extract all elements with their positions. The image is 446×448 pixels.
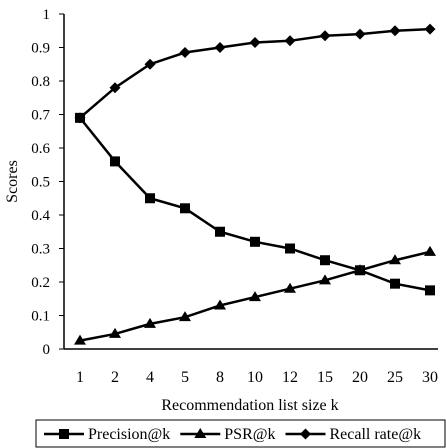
series-recall-rate-k	[74, 23, 436, 124]
diamond-marker	[389, 25, 401, 37]
y-tick-label: 1	[43, 7, 51, 23]
y-tick-label: 0.8	[31, 74, 50, 90]
y-tick-label: 0.4	[31, 208, 50, 224]
diamond-marker	[249, 36, 261, 48]
square-marker	[215, 226, 225, 237]
square-marker	[390, 278, 400, 289]
triangle-marker	[249, 291, 261, 302]
legend-item: PSR@k	[180, 426, 275, 443]
x-axis-title: Recommendation list size k	[161, 397, 338, 414]
diamond-marker	[284, 35, 296, 47]
triangle-marker	[354, 264, 366, 275]
legend-item: Recall rate@k	[285, 426, 421, 443]
y-tick-label: 0.7	[31, 108, 50, 124]
y-tick-label: 0	[43, 342, 51, 358]
y-tick-label: 0.6	[31, 141, 50, 157]
diamond-marker	[319, 30, 331, 42]
x-tick-label: 8	[216, 369, 224, 386]
legend-box	[35, 419, 446, 448]
y-tick-label: 0.9	[31, 41, 50, 57]
x-axis-ticks: 1 2 4 5 8 10 12 15 20 25 30	[76, 369, 438, 386]
x-tick-label: 20	[352, 369, 368, 386]
triangle-marker	[74, 334, 86, 345]
square-marker	[59, 429, 69, 439]
triangle-marker	[214, 299, 226, 310]
triangle-marker	[179, 311, 191, 322]
square-marker	[250, 236, 260, 247]
legend-label: Recall rate@k	[329, 426, 421, 443]
series-layer	[74, 23, 436, 345]
x-tick-label: 10	[247, 369, 263, 386]
square-marker	[285, 243, 295, 254]
series-psr-k	[74, 245, 436, 345]
triangle-marker	[144, 317, 156, 328]
diamond-marker	[179, 47, 191, 59]
legend-item: Precision@k	[44, 426, 170, 443]
diamond-marker	[74, 112, 86, 124]
series-precision-k	[75, 112, 435, 296]
diamond-marker	[144, 58, 156, 70]
x-tick-label: 25	[387, 369, 403, 386]
y-axis-ticks: 0 0.1 0.2 0.3 0.4 0.5 0.6 0.7 0.8 0.9 1	[31, 7, 64, 358]
diamond-marker	[214, 42, 226, 53]
x-tick-label: 30	[422, 369, 438, 386]
legend: Precision@k PSR@k Recall rate@k	[35, 419, 446, 448]
square-marker	[320, 255, 330, 266]
triangle-marker	[194, 428, 207, 438]
diamond-marker	[299, 428, 311, 440]
x-tick-label: 15	[317, 369, 333, 386]
y-axis-title: Scores	[4, 160, 21, 203]
x-tick-label: 1	[76, 369, 84, 386]
square-marker	[180, 203, 190, 214]
y-tick-label: 0.5	[31, 175, 50, 191]
diamond-marker	[354, 28, 366, 40]
diamond-marker	[109, 82, 121, 94]
diamond-marker	[424, 23, 436, 35]
square-marker	[145, 193, 155, 204]
triangle-marker	[424, 245, 436, 256]
square-marker	[425, 285, 435, 296]
triangle-marker	[284, 282, 296, 293]
square-marker	[110, 156, 120, 167]
legend-label: PSR@k	[224, 426, 275, 443]
legend-label: Precision@k	[88, 426, 170, 443]
y-tick-label: 0.1	[31, 309, 50, 325]
triangle-marker	[389, 254, 401, 265]
x-tick-label: 12	[282, 369, 298, 386]
triangle-marker	[319, 274, 331, 285]
x-tick-label: 4	[146, 369, 154, 386]
x-tick-label: 5	[181, 369, 189, 386]
y-tick-label: 0.3	[31, 242, 50, 258]
y-tick-label: 0.2	[31, 275, 50, 291]
triangle-marker	[109, 327, 121, 338]
x-tick-label: 2	[111, 369, 119, 386]
